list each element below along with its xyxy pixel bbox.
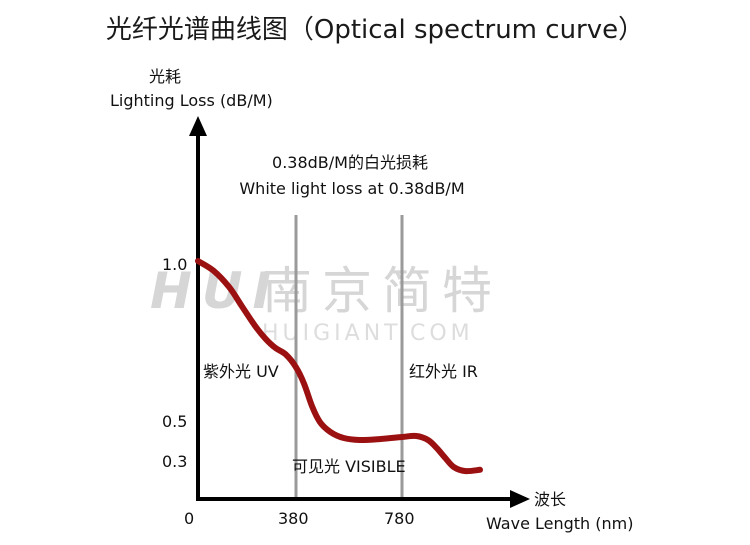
x-axis-label-cn: 波长 xyxy=(534,490,566,509)
y-axis-label: Lighting Loss (dB/M) xyxy=(110,91,273,110)
annotation-en: White light loss at 0.38dB/M xyxy=(239,179,464,198)
x-axis-arrow xyxy=(510,490,530,508)
x-tick-0: 0 xyxy=(184,509,194,528)
watermark-cn: 南京简特 xyxy=(262,262,502,320)
reference-lines xyxy=(294,215,404,499)
annotation-cn: 0.38dB/M的白光损耗 xyxy=(272,153,428,172)
series-group xyxy=(195,258,483,475)
x-tick-380: 380 xyxy=(278,509,309,528)
region-label-ir: 红外光 IR xyxy=(409,362,478,381)
x-tick-780: 780 xyxy=(384,509,415,528)
y-axis-label-cn: 光耗 xyxy=(149,67,181,86)
watermark: HUI 南京简特 HUIGIANT.COM xyxy=(150,262,502,346)
y-tick-0-3: 0.3 xyxy=(162,452,187,471)
watermark-en: HUIGIANT.COM xyxy=(262,321,474,346)
x-axis-label: Wave Length (nm) xyxy=(486,514,633,533)
y-axis-arrow xyxy=(189,116,207,136)
y-tick-1-0: 1.0 xyxy=(162,255,187,274)
series-line-0 xyxy=(195,258,483,475)
region-label-uv: 紫外光 UV xyxy=(203,362,279,381)
y-tick-0-5: 0.5 xyxy=(162,412,187,431)
chart-title: 光纤光谱曲线图（Optical spectrum curve） xyxy=(106,15,644,45)
region-label-visible: 可见光 VISIBLE xyxy=(292,457,406,476)
